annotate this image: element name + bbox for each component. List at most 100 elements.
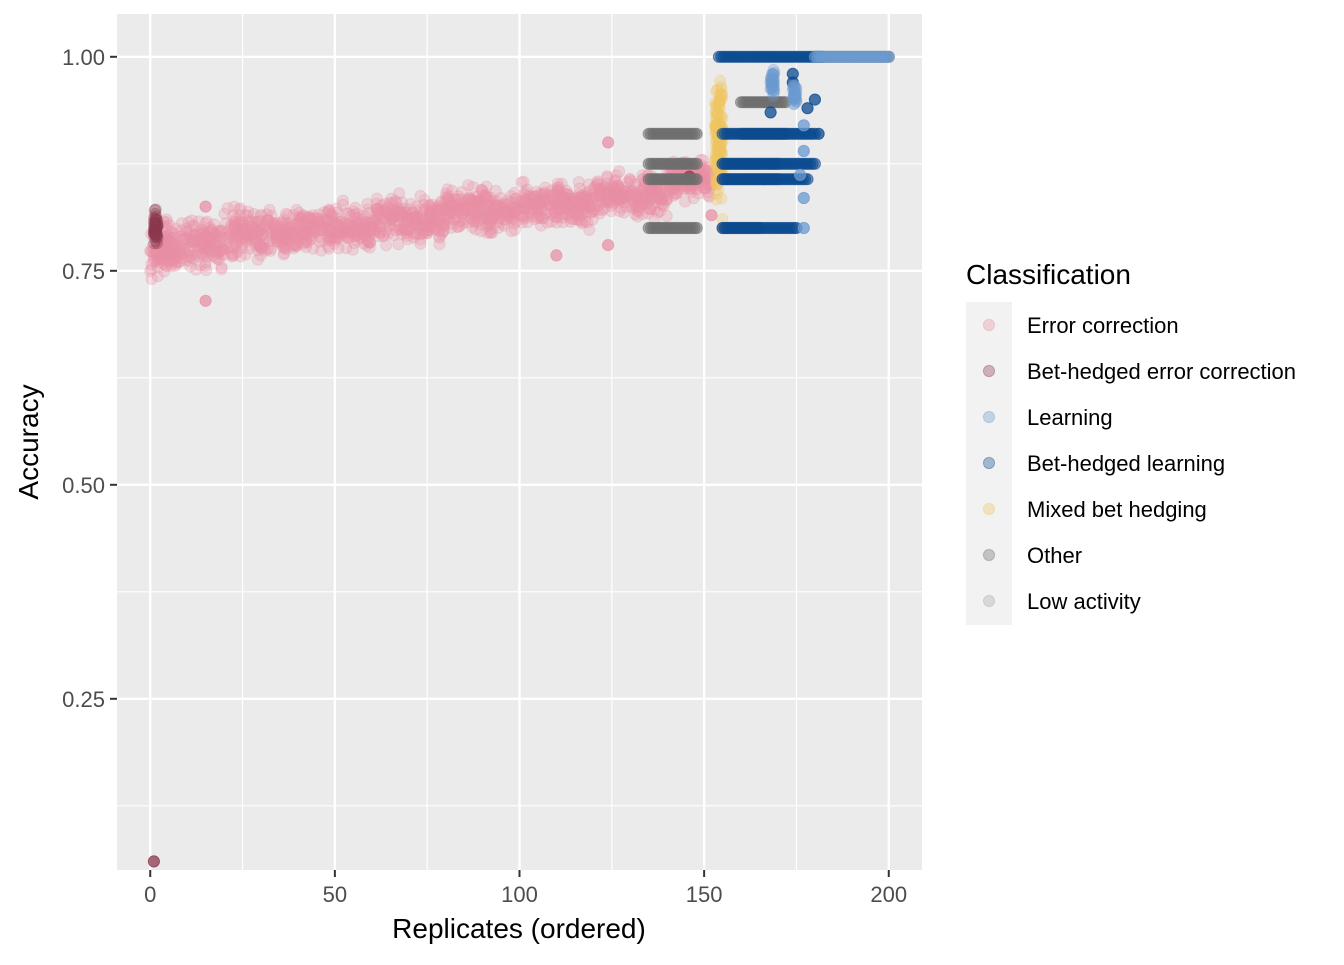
point-error-correction [199,256,212,269]
point-error-correction [292,211,305,224]
point-error-correction [562,197,576,210]
point-error-correction [148,243,161,257]
point-error-correction [357,225,370,239]
point-error-correction [239,209,252,222]
point-error-correction [401,233,414,246]
point-error-correction [157,250,170,263]
point-error-correction [351,234,364,247]
point-error-correction [253,220,266,233]
point-error-correction [162,254,175,267]
point-error-correction [328,237,341,250]
point-error-correction [318,221,331,234]
point-error-correction [260,220,273,233]
point-error-correction [352,211,365,224]
point-error-correction [238,220,251,233]
point-error-correction [304,229,317,242]
point-error-correction [218,207,231,220]
point-error-correction [264,225,277,239]
point-error-correction [242,229,255,242]
point-error-correction [431,204,444,217]
point-error-correction [320,221,333,234]
point-error-correction [455,193,468,206]
point-error-correction [225,228,238,241]
point-error-correction [272,228,285,241]
point-error-correction [406,211,419,224]
point-error-correction [369,224,382,237]
point-error-correction [283,220,296,233]
point-mixed-bet-hedging [713,101,726,114]
point-error-correction [363,224,376,237]
point-error-correction [391,214,404,227]
point-error-correction [196,226,209,239]
point-error-correction [421,227,434,240]
point-error-correction [382,227,395,240]
point-error-correction [236,227,249,240]
point-error-correction [164,235,177,248]
point-error-correction [156,235,170,248]
point-error-correction [367,215,380,229]
point-error-correction [334,220,347,233]
point-error-correction [226,250,239,263]
point-error-correction [276,216,289,229]
point-error-correction [161,233,174,247]
point-error-correction [239,232,252,246]
point-error-correction [348,226,361,239]
point-error-correction [215,224,228,237]
point-error-correction [228,219,241,232]
point-error-correction [281,209,294,222]
point-error-correction [280,226,293,239]
point-error-correction [215,261,228,274]
point-error-correction [337,227,350,240]
point-error-correction [245,215,258,228]
point-error-correction [272,226,285,240]
point-error-correction [290,232,303,245]
point-error-correction [228,241,241,255]
point-error-correction [366,221,379,234]
point-error-correction [421,223,434,236]
point-error-correction [699,182,712,195]
point-error-correction [253,237,266,250]
point-error-correction [386,203,399,216]
point-error-correction [249,226,262,240]
point-error-correction [302,211,315,224]
point-error-correction [276,238,289,251]
point-error-correction [385,192,398,205]
x-tick-label: 150 [686,882,723,907]
point-error-correction [187,233,200,246]
point-error-correction [373,219,386,233]
point-error-correction [273,230,286,243]
point-error-correction [165,232,178,245]
point-error-correction [236,238,249,251]
point-error-correction [246,232,259,245]
point-error-correction [251,237,265,250]
point-error-correction [393,206,406,219]
point-error-correction [372,212,385,226]
point-error-correction [331,218,344,231]
point-error-correction [195,247,208,260]
point-error-correction [154,242,167,255]
point-error-correction [155,253,168,266]
point-error-correction [205,235,218,248]
point-error-correction [392,209,405,222]
point-error-correction [239,222,252,235]
point-error-correction [299,226,312,239]
point-error-correction [177,246,190,259]
point-error-correction [160,213,173,226]
point-error-correction [293,225,306,238]
point-error-correction [184,260,197,273]
point-error-correction [230,232,243,245]
point-error-correction [295,228,308,241]
point-error-correction [221,235,234,248]
point-error-correction [456,206,469,219]
point-error-correction [161,228,174,241]
point-error-correction [332,226,345,239]
point-error-correction [228,200,241,213]
point-error-correction [480,218,493,231]
point-error-correction [203,233,216,246]
point-error-correction [222,231,235,244]
point-error-correction [340,218,353,231]
point-error-correction [436,203,450,216]
point-error-correction [428,218,441,231]
point-bet-hedged-error-correction [148,204,161,217]
point-error-correction [342,218,355,231]
